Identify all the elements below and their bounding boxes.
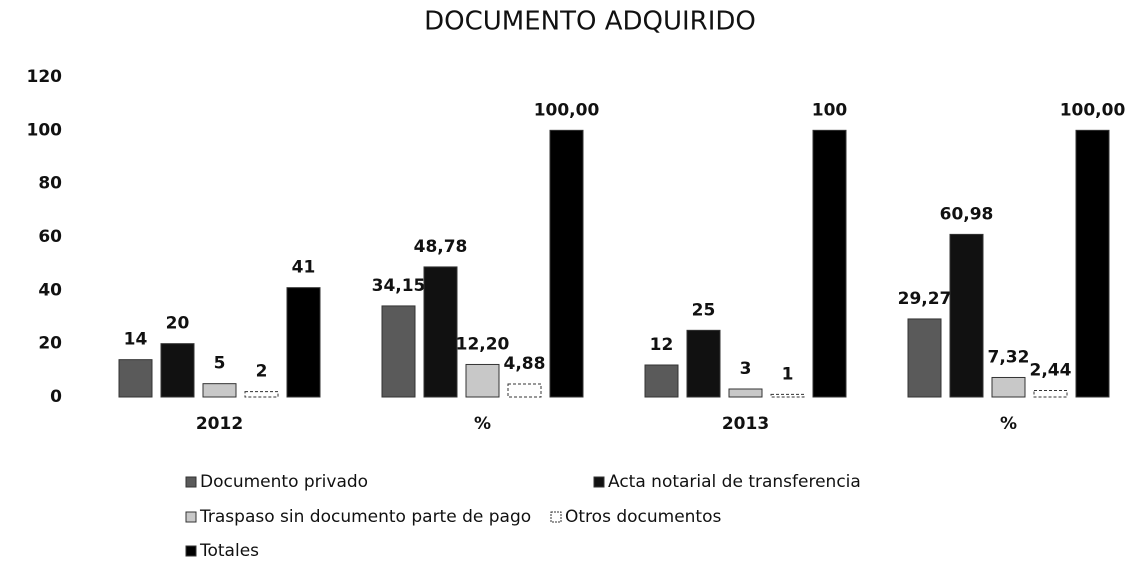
legend-swatch (593, 476, 605, 488)
value-label: 3 (740, 359, 752, 379)
legend-label: Totales (199, 541, 259, 561)
value-label: 100,00 (534, 100, 600, 120)
bar (728, 388, 763, 398)
bar (1075, 129, 1110, 398)
x-tick-label: % (1000, 414, 1017, 434)
bar (244, 391, 279, 398)
bar (423, 266, 458, 398)
value-label: 20 (166, 314, 190, 334)
value-label: 25 (692, 300, 716, 320)
value-label: 7,32 (988, 347, 1030, 367)
value-label: 100,00 (1060, 100, 1126, 120)
value-label: 29,27 (898, 289, 952, 309)
y-tick-label: 80 (38, 174, 62, 194)
x-tick-label: 2012 (196, 414, 243, 434)
x-tick-label: % (474, 414, 491, 434)
value-label: 2 (256, 362, 268, 382)
y-tick-label: 40 (38, 280, 62, 300)
value-label: 2,44 (1030, 360, 1072, 380)
bar (1033, 389, 1068, 398)
y-tick-label: 100 (27, 120, 63, 140)
legend-label: Otros documentos (565, 507, 721, 527)
legend-swatch (185, 545, 197, 557)
legend-label: Documento privado (200, 472, 368, 492)
bar (549, 129, 584, 398)
bar (770, 393, 805, 398)
chart-title: DOCUMENTO ADQUIRIDO (424, 7, 756, 37)
x-tick-label: 2013 (722, 414, 769, 434)
bar (202, 383, 237, 398)
y-tick-label: 20 (38, 334, 62, 354)
value-label: 60,98 (940, 204, 994, 224)
value-label: 12,20 (456, 334, 510, 354)
bar (381, 305, 416, 398)
value-label: 41 (292, 258, 316, 278)
legend-swatch (185, 476, 197, 488)
value-label: 48,78 (414, 237, 468, 257)
y-tick-label: 0 (50, 387, 62, 407)
bar (160, 343, 195, 398)
value-label: 1 (782, 364, 794, 384)
value-label: 100 (812, 100, 848, 120)
bar (907, 318, 942, 398)
value-label: 5 (214, 354, 226, 374)
bar (949, 233, 984, 398)
legend-swatch (550, 511, 562, 523)
value-label: 14 (124, 330, 148, 350)
bar (118, 359, 153, 398)
value-label: 12 (650, 335, 674, 355)
bar (286, 287, 321, 398)
bar (644, 364, 679, 398)
bar (812, 129, 847, 398)
value-label: 34,15 (372, 276, 426, 296)
legend-swatch (185, 511, 197, 523)
bar (507, 383, 542, 398)
y-tick-label: 120 (27, 67, 63, 87)
bar (686, 329, 721, 398)
bar (465, 363, 500, 398)
legend-label: Traspaso sin documento parte de pago (199, 507, 531, 527)
legend-label: Acta notarial de transferencia (608, 472, 861, 492)
bar (991, 376, 1026, 398)
y-tick-label: 60 (38, 227, 62, 247)
value-label: 4,88 (504, 354, 546, 374)
